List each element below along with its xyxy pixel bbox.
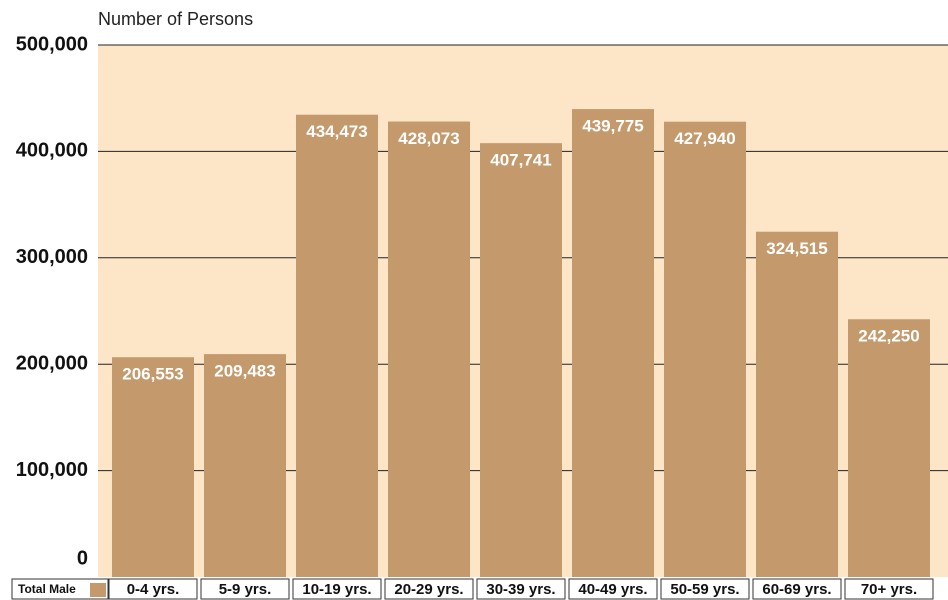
- data-label: 427,940: [674, 129, 735, 148]
- data-label: 439,775: [582, 117, 643, 136]
- data-label: 242,250: [858, 327, 919, 346]
- category-cell: [568, 578, 658, 600]
- bar: [388, 121, 470, 577]
- category-cell: [384, 578, 474, 600]
- data-label: 206,553: [122, 365, 183, 384]
- bar: [112, 357, 194, 577]
- y-axis-title: Number of Persons: [98, 9, 253, 29]
- category-cell: [752, 578, 842, 600]
- category-cell: [476, 578, 566, 600]
- x-tick-label: 60-69 yrs.: [762, 581, 831, 598]
- data-label: 209,483: [214, 362, 275, 381]
- legend-label: Total Male: [18, 582, 76, 596]
- y-tick-label: 400,000: [16, 140, 88, 162]
- x-tick-label: 30-39 yrs.: [486, 581, 555, 598]
- bar: [848, 319, 930, 577]
- category-cell: [108, 578, 198, 600]
- x-tick-label: 40-49 yrs.: [578, 581, 647, 598]
- category-cell: [844, 578, 934, 600]
- bar: [204, 354, 286, 577]
- data-label: 434,473: [306, 122, 367, 141]
- bar: [756, 231, 838, 577]
- x-tick-label: 50-59 yrs.: [670, 581, 739, 598]
- bar: [572, 109, 654, 577]
- y-tick-label: 200,000: [16, 352, 88, 374]
- data-label: 428,073: [398, 129, 459, 148]
- bar: [296, 114, 378, 577]
- bar: [480, 143, 562, 577]
- y-tick-label: 500,000: [16, 33, 88, 55]
- y-tick-label: 0: [77, 547, 88, 569]
- x-tick-label: 10-19 yrs.: [302, 581, 371, 598]
- y-tick-label: 100,000: [16, 459, 88, 481]
- y-tick-label: 300,000: [16, 246, 88, 268]
- data-label: 407,741: [490, 151, 551, 170]
- category-cell: [200, 578, 290, 600]
- legend-cell: [11, 578, 109, 600]
- bar: [664, 121, 746, 577]
- x-tick-label: 0-4 yrs.: [127, 581, 180, 598]
- data-label: 324,515: [766, 239, 827, 258]
- x-tick-label: 5-9 yrs.: [219, 581, 272, 598]
- category-cell: [660, 578, 750, 600]
- x-tick-label: 70+ yrs.: [861, 581, 917, 598]
- x-tick-label: 20-29 yrs.: [394, 581, 463, 598]
- legend-swatch: [90, 583, 106, 597]
- category-cell: [292, 578, 382, 600]
